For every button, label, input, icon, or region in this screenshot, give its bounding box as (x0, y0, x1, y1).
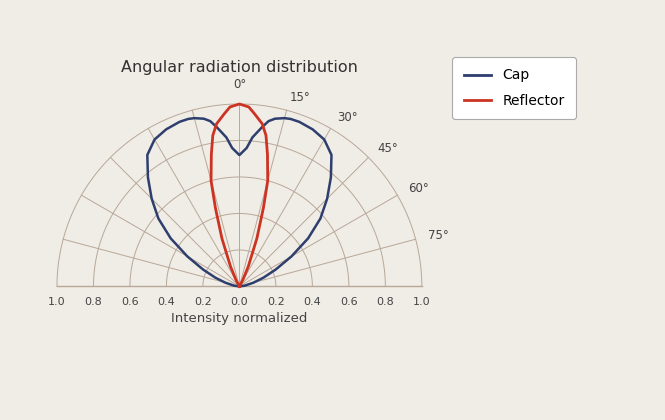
Text: 0.4: 0.4 (303, 297, 321, 307)
Legend: Cap, Reflector: Cap, Reflector (452, 58, 576, 119)
Text: 1.0: 1.0 (413, 297, 431, 307)
Text: 60°: 60° (408, 182, 429, 195)
Text: 45°: 45° (378, 142, 398, 155)
Text: 0.2: 0.2 (194, 297, 211, 307)
Text: 0°: 0° (233, 78, 246, 91)
Text: 0.2: 0.2 (267, 297, 285, 307)
Text: 15°: 15° (290, 92, 311, 105)
Text: Intensity normalized: Intensity normalized (171, 312, 308, 325)
Text: 0.4: 0.4 (158, 297, 176, 307)
Text: 75°: 75° (428, 229, 449, 242)
Text: 0.6: 0.6 (340, 297, 358, 307)
Text: 0.8: 0.8 (84, 297, 102, 307)
Text: 0.6: 0.6 (121, 297, 139, 307)
Text: 0.0: 0.0 (231, 297, 248, 307)
Title: Angular radiation distribution: Angular radiation distribution (121, 60, 358, 75)
Text: 0.8: 0.8 (376, 297, 394, 307)
Text: 30°: 30° (337, 111, 358, 124)
Text: 1.0: 1.0 (48, 297, 66, 307)
